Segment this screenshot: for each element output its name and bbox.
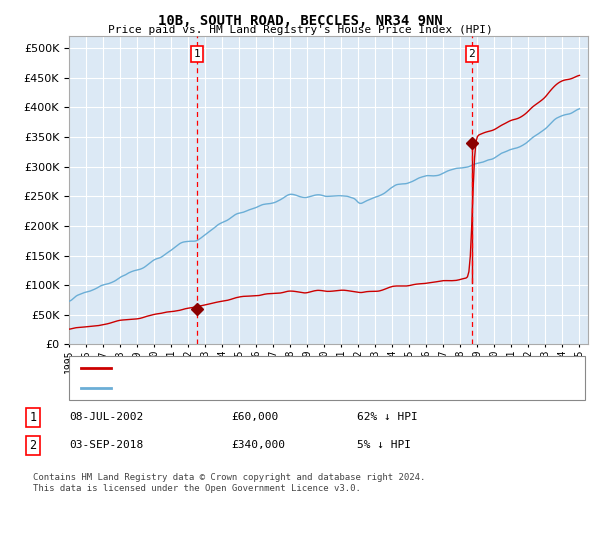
- Text: 10B, SOUTH ROAD, BECCLES, NR34 9NN: 10B, SOUTH ROAD, BECCLES, NR34 9NN: [158, 14, 442, 28]
- Text: £60,000: £60,000: [231, 412, 278, 422]
- Text: 2: 2: [29, 438, 37, 452]
- Text: 1: 1: [29, 410, 37, 424]
- Text: HPI: Average price, detached house, East Suffolk: HPI: Average price, detached house, East…: [117, 383, 417, 393]
- Text: Price paid vs. HM Land Registry's House Price Index (HPI): Price paid vs. HM Land Registry's House …: [107, 25, 493, 35]
- Text: 5% ↓ HPI: 5% ↓ HPI: [357, 440, 411, 450]
- Text: 03-SEP-2018: 03-SEP-2018: [69, 440, 143, 450]
- Text: £340,000: £340,000: [231, 440, 285, 450]
- Text: 62% ↓ HPI: 62% ↓ HPI: [357, 412, 418, 422]
- Text: 08-JUL-2002: 08-JUL-2002: [69, 412, 143, 422]
- Text: 10B, SOUTH ROAD, BECCLES, NR34 9NN (detached house): 10B, SOUTH ROAD, BECCLES, NR34 9NN (deta…: [117, 363, 436, 373]
- Text: Contains HM Land Registry data © Crown copyright and database right 2024.
This d: Contains HM Land Registry data © Crown c…: [33, 473, 425, 493]
- Text: 2: 2: [469, 49, 475, 59]
- Text: 1: 1: [194, 49, 200, 59]
